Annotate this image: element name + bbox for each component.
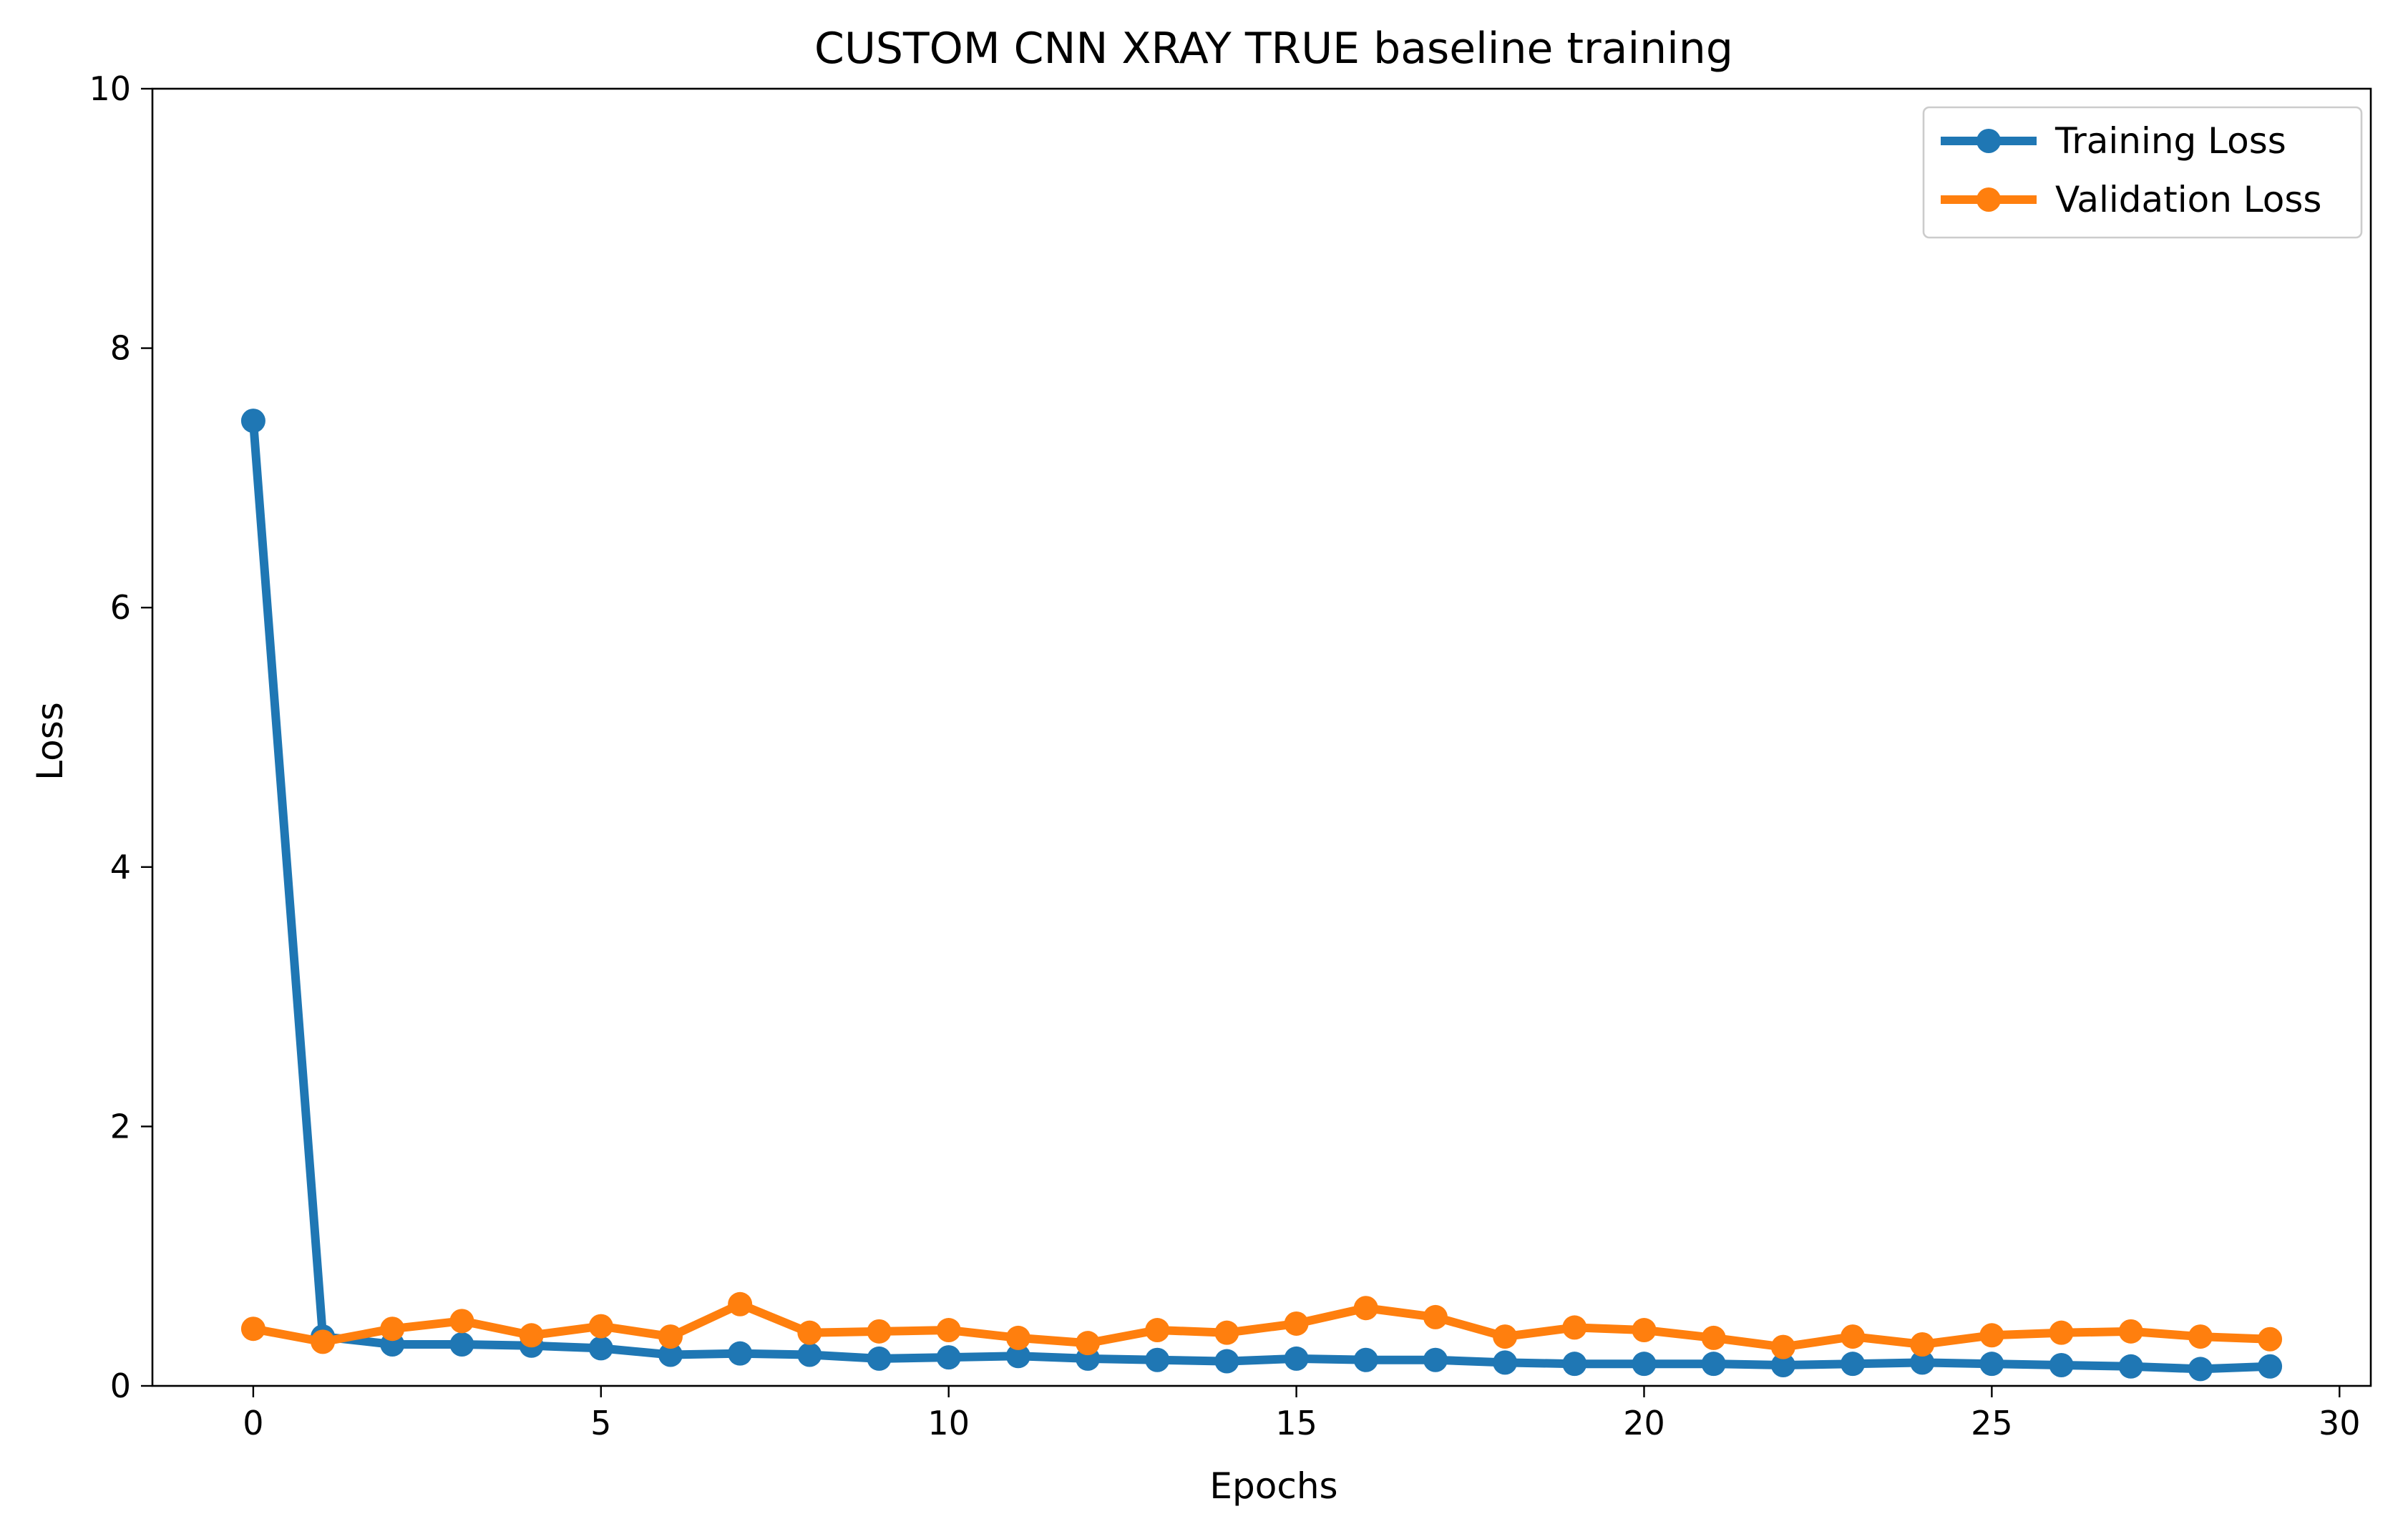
- validation-loss-point: [1841, 1324, 1866, 1349]
- x-tick-label: 25: [1971, 1404, 2013, 1442]
- training-loss-point: [728, 1341, 753, 1366]
- x-tick-label: 15: [1275, 1404, 1317, 1442]
- validation-loss-point: [1353, 1296, 1378, 1321]
- legend-label: Training Loss: [2054, 120, 2286, 162]
- training-loss-point: [867, 1346, 892, 1371]
- validation-loss-point: [2188, 1324, 2213, 1349]
- x-tick-label: 30: [2319, 1404, 2361, 1442]
- y-axis-label: Loss: [29, 702, 71, 781]
- validation-loss-point: [588, 1314, 613, 1339]
- training-loss-point: [658, 1342, 683, 1367]
- validation-loss-point: [728, 1291, 753, 1316]
- validation-loss-point: [1562, 1315, 1587, 1340]
- legend-label: Validation Loss: [2055, 179, 2321, 220]
- validation-loss-point: [1770, 1334, 1795, 1359]
- validation-loss-point: [658, 1324, 683, 1349]
- validation-loss-point: [1005, 1325, 1030, 1350]
- training-loss-point: [1423, 1347, 1448, 1372]
- validation-loss-point: [1214, 1320, 1239, 1345]
- training-loss-point: [2258, 1354, 2283, 1379]
- training-loss-point: [1145, 1347, 1170, 1372]
- validation-loss-point: [311, 1329, 336, 1354]
- validation-loss-point: [2118, 1319, 2143, 1344]
- y-tick-label: 10: [89, 69, 131, 108]
- training-loss-point: [2049, 1352, 2074, 1377]
- training-loss-point: [240, 409, 265, 434]
- legend-entry-training-loss: Training Loss: [1941, 120, 2286, 162]
- x-tick-label: 0: [243, 1404, 263, 1442]
- training-loss-point: [1632, 1352, 1657, 1377]
- validation-loss-point: [1632, 1318, 1657, 1343]
- training-loss-point: [1979, 1352, 2004, 1377]
- plot-frame: [151, 87, 2372, 1387]
- y-tick-label: 0: [110, 1367, 131, 1405]
- chart-title: CUSTOM CNN XRAY TRUE baseline training: [814, 24, 1733, 74]
- x-tick-label: 5: [590, 1404, 611, 1442]
- validation-loss-point: [867, 1319, 892, 1344]
- legend: Training Loss Validation Loss: [1922, 106, 2363, 239]
- validation-loss-point: [1076, 1331, 1101, 1356]
- training-loss-point: [1284, 1346, 1309, 1371]
- x-tick-label: 20: [1623, 1404, 1665, 1442]
- y-tick-label: 6: [110, 588, 131, 627]
- validation-loss-point: [240, 1316, 265, 1342]
- y-tick-label: 8: [110, 329, 131, 368]
- validation-loss-point: [797, 1320, 822, 1345]
- series-layer: [240, 409, 2283, 1382]
- training-loss-point: [1841, 1352, 1866, 1377]
- legend-marker-swatch: [1976, 187, 2001, 212]
- validation-loss-point: [1493, 1324, 1518, 1349]
- axis-ticks: 0 5 10 15 20 25 30 0 2 4 6 8 10: [89, 69, 2360, 1442]
- legend-entry-validation-loss: Validation Loss: [1941, 179, 2321, 220]
- validation-loss-point: [1701, 1325, 1726, 1350]
- training-loss-point: [449, 1332, 474, 1357]
- y-tick-label: 4: [110, 848, 131, 886]
- training-loss-point: [1005, 1344, 1030, 1369]
- validation-loss-series: [240, 1291, 2283, 1359]
- validation-loss-point: [2258, 1327, 2283, 1352]
- training-loss-point: [1701, 1352, 1726, 1377]
- training-loss-point: [2188, 1357, 2213, 1382]
- y-tick-label: 2: [110, 1107, 131, 1145]
- validation-loss-point: [2049, 1320, 2074, 1345]
- validation-loss-point: [1423, 1304, 1448, 1329]
- validation-loss-point: [380, 1316, 405, 1342]
- x-tick-label: 10: [927, 1404, 970, 1442]
- training-loss-point: [1493, 1350, 1518, 1375]
- x-axis-label: Epochs: [1209, 1465, 1337, 1507]
- validation-loss-point: [1979, 1323, 2004, 1348]
- validation-loss-point: [519, 1323, 544, 1348]
- training-loss-point: [1910, 1350, 1935, 1375]
- validation-loss-point: [449, 1309, 474, 1334]
- validation-loss-point: [1284, 1311, 1309, 1336]
- legend-marker-swatch: [1976, 129, 2001, 153]
- training-loss-point: [797, 1342, 822, 1367]
- training-loss-point: [936, 1345, 961, 1370]
- training-loss-point: [1770, 1352, 1795, 1377]
- training-loss-point: [1214, 1349, 1239, 1374]
- training-loss-point: [588, 1336, 613, 1361]
- training-loss-point: [1562, 1352, 1587, 1377]
- validation-loss-point: [936, 1318, 961, 1343]
- training-loss-point: [2118, 1354, 2143, 1379]
- validation-loss-point: [1910, 1332, 1935, 1357]
- validation-loss-point: [1145, 1318, 1170, 1343]
- training-loss-point: [1353, 1347, 1378, 1372]
